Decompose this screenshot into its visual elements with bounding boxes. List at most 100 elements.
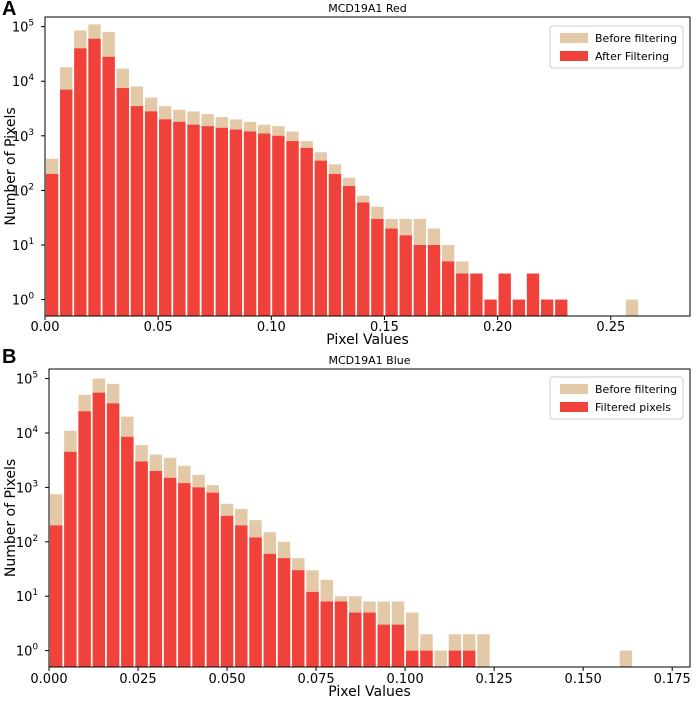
y-tick-label: 104 (12, 73, 35, 90)
bar (229, 129, 243, 316)
x-tick-label: 0.125 (476, 672, 513, 687)
legend-swatch (560, 33, 588, 43)
x-tick-label: 0.025 (119, 672, 156, 687)
bar (349, 612, 362, 667)
x-tick-label: 0.175 (654, 672, 691, 687)
bar (192, 487, 205, 667)
bar (206, 492, 220, 667)
bar (45, 173, 59, 316)
bar (406, 650, 419, 667)
y-tick-label: 102 (12, 182, 34, 199)
y-tick-label: 104 (16, 425, 39, 442)
bar (399, 235, 412, 316)
bar (243, 131, 257, 316)
plot-frame (44, 16, 691, 317)
bar (357, 202, 370, 316)
bar (314, 160, 327, 316)
x-tick-label: 0.20 (483, 320, 512, 335)
chart-panel-a: MCD19A1 Red 0.00 0.05 0.10 0.15 0.20 0.25 100 10… (3, 2, 691, 348)
bar (102, 56, 115, 316)
bar (441, 261, 455, 316)
x-axis-label: Pixel Values (326, 332, 409, 348)
bar (258, 133, 271, 316)
bar (470, 273, 483, 316)
series-after (49, 392, 476, 667)
bar (448, 650, 462, 667)
bar (625, 299, 639, 316)
bar (178, 483, 191, 667)
bar (78, 411, 91, 667)
bar (462, 650, 476, 667)
y-tick-label: 103 (12, 128, 34, 145)
bar (292, 570, 305, 667)
bar (434, 650, 447, 667)
bar (512, 299, 526, 316)
y-tick-label: 105 (12, 19, 34, 36)
x-tick-label: 0.25 (596, 320, 625, 335)
x-tick-label: 0.05 (144, 320, 173, 335)
bar (334, 601, 348, 667)
bar (272, 135, 285, 316)
bar (413, 244, 427, 316)
series-after (45, 38, 568, 317)
bar (540, 299, 554, 316)
bar (300, 147, 313, 316)
bar (173, 121, 186, 316)
x-tick-label: 0.050 (208, 672, 245, 687)
bar (371, 218, 384, 316)
bar (159, 119, 172, 316)
y-axis-label: Number of Pixels (3, 107, 19, 225)
legend: Before filtering Filtered pixels (549, 376, 684, 420)
y-tick-label: 101 (16, 588, 38, 605)
bar (477, 634, 490, 667)
legend: Before filtering After Filtering (549, 25, 684, 69)
y-tick-label: 100 (16, 643, 39, 660)
y-tick-label: 100 (12, 292, 35, 309)
x-tick-label: 0.100 (387, 672, 424, 687)
bar (427, 244, 441, 316)
bar (60, 89, 73, 316)
bar (391, 624, 405, 667)
bar (363, 612, 376, 667)
bar (498, 273, 511, 316)
bar (130, 106, 144, 316)
x-tick-label: 0.15 (370, 320, 399, 335)
bar (555, 299, 568, 316)
bar (342, 186, 356, 316)
plot-frame (48, 368, 691, 668)
bar (263, 553, 277, 667)
legend-label: After Filtering (595, 50, 669, 63)
legend-label: Before filtering (595, 383, 677, 396)
bar (328, 173, 342, 316)
legend-swatch (560, 51, 588, 61)
bar (306, 591, 319, 667)
bar (144, 111, 158, 316)
x-tick-label: 0.075 (297, 672, 334, 687)
bar (64, 451, 77, 667)
x-tick-label: 0.000 (30, 672, 67, 687)
bar (187, 124, 200, 316)
bar (116, 88, 129, 316)
bar (420, 650, 433, 667)
bar (385, 228, 398, 316)
chart-title: MCD19A1 Blue (328, 354, 410, 367)
x-axis-label: Pixel Values (328, 684, 411, 700)
bar (484, 299, 497, 316)
legend-swatch (560, 402, 588, 412)
y-tick-label: 105 (16, 371, 38, 388)
x-tick-label: 0.10 (257, 320, 286, 335)
bar (135, 461, 148, 667)
bar (235, 525, 248, 667)
bar (526, 273, 540, 316)
bar (277, 558, 291, 667)
bar (49, 525, 63, 667)
bar (88, 38, 101, 317)
bar (163, 477, 177, 667)
bar (74, 48, 87, 316)
y-axis-label: Number of Pixels (3, 459, 19, 577)
bar (92, 392, 106, 667)
bar (320, 601, 333, 667)
bar (201, 126, 214, 316)
bar (456, 273, 469, 316)
